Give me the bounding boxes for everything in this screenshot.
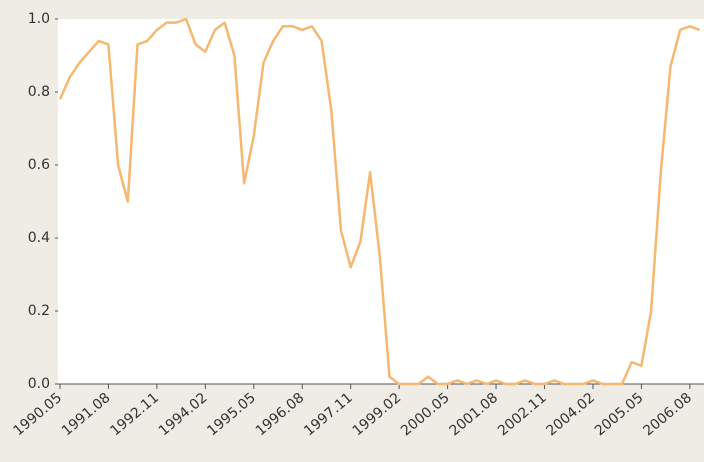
x-tick-label: 1995.05 — [204, 390, 259, 439]
x-tick-label: 2001.08 — [447, 390, 502, 439]
x-tick-label: 1994.02 — [156, 390, 211, 439]
x-tick-label: 1992.11 — [107, 390, 162, 439]
x-tick-label: 1999.02 — [350, 390, 405, 439]
x-tick-label: 2002.11 — [495, 390, 550, 439]
x-tick-label: 2006.08 — [640, 390, 695, 439]
y-tick-label: 0.0 — [28, 376, 50, 392]
x-tick-label: 1991.08 — [59, 390, 114, 439]
x-tick-label: 1997.11 — [301, 390, 356, 439]
y-tick-label: 1.0 — [28, 11, 50, 27]
x-tick-label: 2000.05 — [398, 390, 453, 439]
line — [58, 17, 700, 386]
plot-area — [58, 19, 704, 384]
y-tick-label: 0.2 — [28, 303, 50, 319]
x-tick-label: 2004.02 — [543, 390, 598, 439]
x-tick-label: 1990.05 — [10, 390, 65, 439]
y-tick-label: 0.4 — [28, 230, 50, 246]
y-tick-label: 0.6 — [28, 157, 50, 173]
x-tick-label: 1996.08 — [253, 390, 308, 439]
x-tick-label: 2005.05 — [592, 390, 647, 439]
y-tick-label: 0.8 — [28, 84, 50, 100]
